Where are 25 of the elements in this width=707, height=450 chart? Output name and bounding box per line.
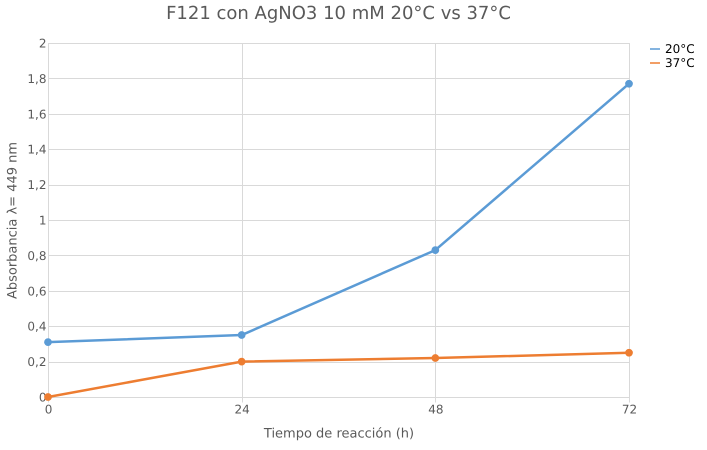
y-tick-label: 1 (38, 214, 46, 228)
point (238, 331, 246, 339)
x-tick-label: 24 (234, 402, 250, 416)
point (431, 246, 440, 254)
y-tick-label: 1,4 (27, 142, 46, 157)
y-tick-label: 2 (38, 36, 46, 50)
point (44, 338, 52, 346)
y-tick-label: 0,6 (27, 284, 46, 298)
y-tick-label: 0,8 (27, 248, 46, 263)
y-axis-title: Absorbancia λ= 449 nm (5, 142, 20, 300)
legend-label: 37°C (665, 56, 695, 70)
x-tick-label: 72 (622, 402, 638, 416)
y-tick-label: 0,4 (27, 320, 46, 334)
y-tick-label: 0,2 (27, 355, 46, 370)
x-axis-title: Tiempo de reacción (h) (262, 426, 414, 442)
y-tick-label: 1,2 (27, 178, 46, 192)
point (431, 354, 440, 362)
point (625, 80, 633, 88)
point (238, 358, 246, 366)
point (625, 348, 633, 357)
y-tick-label: 1,8 (27, 72, 46, 86)
y-tick-label: 1,6 (27, 107, 46, 122)
x-tick-label: 48 (428, 402, 444, 416)
chart-title: F121 con AgNO3 10 mM 20°C vs 37°C (166, 3, 511, 24)
legend-label: 20°C (665, 42, 695, 56)
